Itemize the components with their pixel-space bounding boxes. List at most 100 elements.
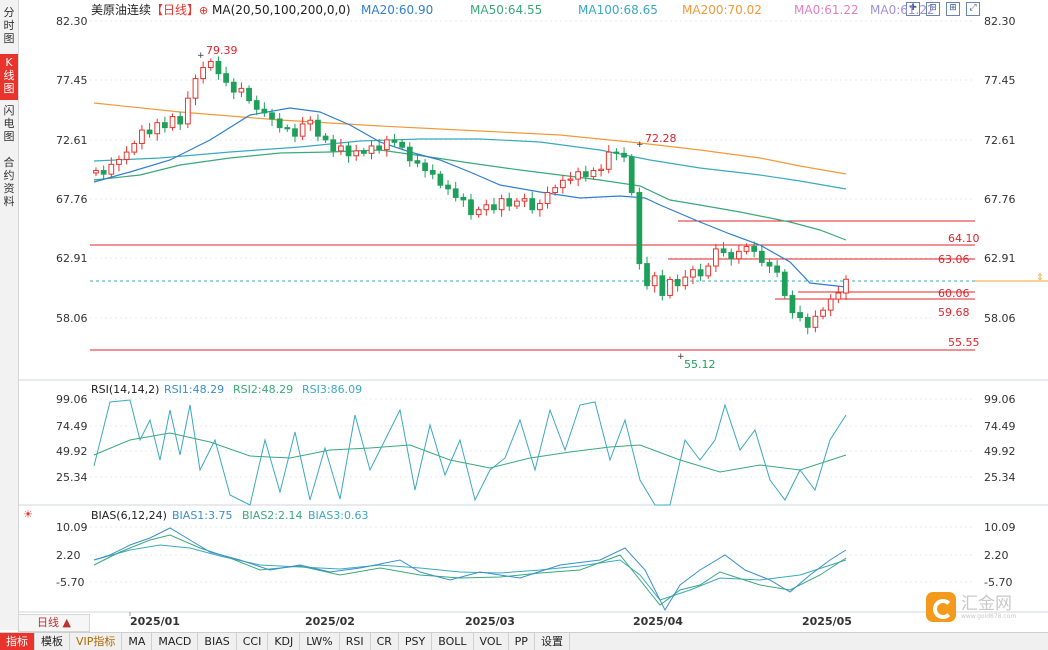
candle-up[interactable] — [705, 265, 712, 277]
candle-up[interactable] — [200, 67, 207, 80]
candle-down[interactable] — [269, 112, 275, 120]
candle-up[interactable] — [690, 269, 696, 278]
candle-down[interactable] — [460, 196, 467, 201]
candle-up[interactable] — [154, 122, 161, 135]
indicator-cci[interactable]: CCI — [237, 633, 269, 650]
candle-up[interactable] — [383, 139, 390, 151]
candle-up[interactable] — [521, 198, 528, 202]
period-label[interactable]: 【日线】 — [151, 3, 199, 17]
period-selector[interactable]: 日线 ▲ — [18, 614, 90, 632]
candle-up[interactable] — [537, 203, 543, 211]
candle-up[interactable] — [651, 275, 658, 287]
settings-icon[interactable]: ⊕ — [199, 4, 208, 17]
candle-up[interactable] — [559, 179, 566, 189]
candle-down[interactable] — [613, 151, 620, 154]
tab-indicators[interactable]: 指标 — [0, 633, 35, 650]
candle-down[interactable] — [406, 146, 413, 162]
candle-down[interactable] — [246, 87, 252, 102]
candle-down[interactable] — [659, 275, 666, 296]
candle-down[interactable] — [330, 139, 337, 152]
candle-up[interactable] — [544, 192, 551, 205]
candle-up[interactable] — [123, 151, 130, 160]
candle-up[interactable] — [598, 168, 604, 171]
candle-up[interactable] — [207, 60, 214, 69]
candle-up[interactable] — [552, 187, 559, 194]
candle-up[interactable] — [514, 200, 520, 207]
candle-down[interactable] — [100, 169, 107, 175]
candle-down[interactable] — [322, 135, 329, 141]
bias-settings-icon[interactable]: ☀ — [23, 508, 33, 521]
candle-down[interactable] — [399, 141, 405, 148]
candle-down[interactable] — [230, 81, 237, 93]
indicator-cr[interactable]: CR — [371, 633, 399, 650]
candle-down[interactable] — [345, 145, 352, 157]
zoom-in-icon[interactable]: ⊞ — [946, 2, 960, 16]
candle-down[interactable] — [789, 294, 796, 314]
candle-up[interactable] — [299, 123, 306, 137]
settings-tab[interactable]: 设置 — [535, 633, 570, 650]
indicator-bias[interactable]: BIAS — [198, 633, 237, 650]
candle-down[interactable] — [674, 279, 681, 287]
candle-up[interactable] — [590, 169, 597, 178]
candle-down[interactable] — [728, 252, 735, 260]
candle-up[interactable] — [93, 169, 99, 174]
candle-down[interactable] — [429, 169, 436, 175]
kline-chart[interactable]: 美原油连续 【日线】 ⊕ MA(20,50,100,200,0,0) MA20:… — [0, 0, 1048, 632]
crosshair-icon[interactable]: ✚ — [906, 2, 920, 16]
candle-down[interactable] — [797, 312, 803, 319]
candle-down[interactable] — [774, 265, 780, 273]
candle-up[interactable] — [827, 298, 834, 311]
candle-up[interactable] — [108, 163, 115, 175]
candle-up[interactable] — [307, 119, 314, 125]
candle-up[interactable] — [139, 129, 145, 145]
candle-up[interactable] — [169, 116, 176, 129]
candle-up[interactable] — [820, 309, 826, 317]
candle-up[interactable] — [338, 145, 344, 152]
tab-vip-indicators[interactable]: VIP指标 — [70, 633, 123, 650]
candle-down[interactable] — [621, 152, 627, 158]
candle-down[interactable] — [582, 171, 589, 178]
candle-up[interactable] — [116, 158, 122, 165]
candle-down[interactable] — [766, 261, 773, 267]
candle-down[interactable] — [781, 271, 788, 296]
candle-down[interactable] — [315, 119, 321, 137]
candle-down[interactable] — [468, 199, 474, 216]
tab-timeshare[interactable]: 分时图 — [3, 6, 15, 45]
candle-up[interactable] — [743, 245, 750, 252]
tab-templates[interactable]: 模板 — [35, 633, 70, 650]
candle-up[interactable] — [843, 278, 849, 294]
candle-down[interactable] — [697, 269, 704, 277]
candle-down[interactable] — [628, 156, 635, 194]
candle-up[interactable] — [368, 145, 375, 154]
candle-down[interactable] — [376, 145, 383, 151]
candle-down[interactable] — [437, 173, 444, 186]
candle-down[interactable] — [804, 317, 811, 328]
candle-up[interactable] — [835, 292, 842, 300]
candle-down[interactable] — [422, 162, 428, 171]
candle-down[interactable] — [751, 245, 758, 252]
candle-down[interactable] — [529, 198, 536, 211]
candle-down[interactable] — [391, 139, 398, 143]
candle-up[interactable] — [192, 78, 199, 99]
zoom-out-icon[interactable]: ⊟ — [926, 2, 940, 16]
candle-up[interactable] — [667, 279, 673, 296]
candle-down[interactable] — [253, 100, 260, 110]
candle-down[interactable] — [414, 160, 421, 164]
candle-down[interactable] — [758, 250, 765, 263]
candle-up[interactable] — [567, 178, 574, 181]
candle-up[interactable] — [483, 204, 490, 211]
indicator-psy[interactable]: PSY — [399, 633, 433, 650]
candle-down[interactable] — [506, 198, 513, 207]
tab-flash-chart[interactable]: 闪电图 — [3, 104, 15, 143]
candle-down[interactable] — [644, 263, 650, 287]
candle-up[interactable] — [812, 315, 819, 328]
candle-down[interactable] — [284, 127, 291, 130]
candle-up[interactable] — [605, 151, 612, 170]
indicator-lw[interactable]: LW% — [300, 633, 340, 650]
candle-up[interactable] — [682, 276, 689, 287]
candle-up[interactable] — [184, 97, 191, 125]
indicator-vol[interactable]: VOL — [474, 633, 509, 650]
candle-down[interactable] — [360, 150, 367, 154]
candle-down[interactable] — [445, 184, 451, 190]
indicator-rsi[interactable]: RSI — [340, 633, 371, 650]
